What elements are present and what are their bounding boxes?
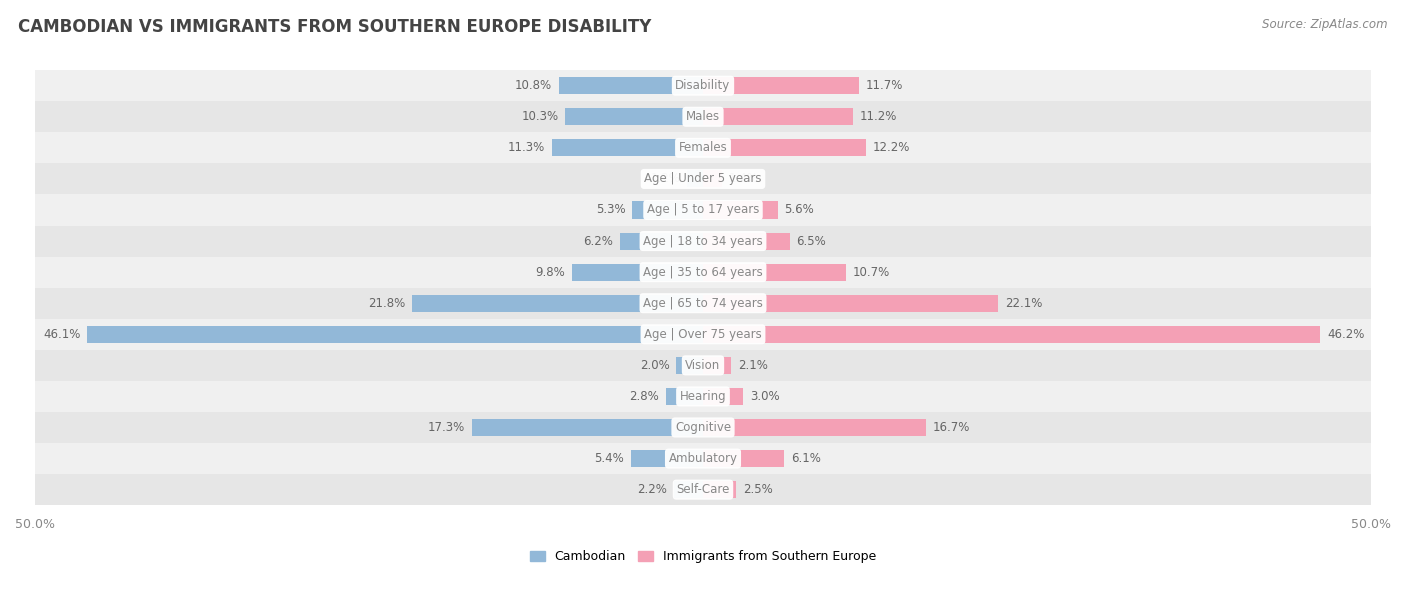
Bar — [703, 481, 737, 498]
Text: 5.6%: 5.6% — [785, 204, 814, 217]
Text: 9.8%: 9.8% — [536, 266, 565, 278]
Text: Source: ZipAtlas.com: Source: ZipAtlas.com — [1263, 18, 1388, 31]
Bar — [665, 388, 703, 405]
Text: 17.3%: 17.3% — [427, 421, 465, 434]
Bar — [703, 450, 785, 467]
Text: 46.1%: 46.1% — [44, 328, 80, 341]
Bar — [472, 419, 703, 436]
Bar — [673, 481, 703, 498]
Bar — [35, 132, 1371, 163]
Text: 10.8%: 10.8% — [515, 79, 553, 92]
Bar — [35, 163, 1371, 195]
Text: Hearing: Hearing — [679, 390, 727, 403]
Bar — [676, 357, 703, 374]
Text: Age | 65 to 74 years: Age | 65 to 74 years — [643, 297, 763, 310]
Text: Vision: Vision — [685, 359, 721, 372]
Text: Cognitive: Cognitive — [675, 421, 731, 434]
Bar — [703, 326, 1320, 343]
Bar — [35, 443, 1371, 474]
Bar — [35, 256, 1371, 288]
Bar — [87, 326, 703, 343]
Bar — [703, 388, 744, 405]
Text: 6.5%: 6.5% — [797, 234, 827, 248]
Bar — [553, 140, 703, 157]
Text: Ambulatory: Ambulatory — [668, 452, 738, 465]
Bar — [35, 226, 1371, 256]
Bar — [703, 140, 866, 157]
Bar — [35, 319, 1371, 350]
Bar — [703, 294, 998, 312]
Bar — [620, 233, 703, 250]
Bar — [35, 412, 1371, 443]
Text: 11.7%: 11.7% — [866, 79, 904, 92]
Bar — [703, 264, 846, 281]
Text: Age | Under 5 years: Age | Under 5 years — [644, 173, 762, 185]
Text: 6.1%: 6.1% — [792, 452, 821, 465]
Text: 16.7%: 16.7% — [932, 421, 970, 434]
Text: 2.5%: 2.5% — [744, 483, 773, 496]
Text: 10.3%: 10.3% — [522, 110, 558, 123]
Text: 46.2%: 46.2% — [1327, 328, 1364, 341]
Bar — [35, 101, 1371, 132]
Bar — [703, 233, 790, 250]
Text: 2.0%: 2.0% — [640, 359, 669, 372]
Text: Males: Males — [686, 110, 720, 123]
Bar — [633, 201, 703, 218]
Bar — [572, 264, 703, 281]
Text: 2.2%: 2.2% — [637, 483, 666, 496]
Text: Disability: Disability — [675, 79, 731, 92]
Text: 3.0%: 3.0% — [749, 390, 779, 403]
Text: 11.2%: 11.2% — [859, 110, 897, 123]
Bar — [631, 450, 703, 467]
Bar — [35, 350, 1371, 381]
Text: CAMBODIAN VS IMMIGRANTS FROM SOUTHERN EUROPE DISABILITY: CAMBODIAN VS IMMIGRANTS FROM SOUTHERN EU… — [18, 18, 651, 36]
Legend: Cambodian, Immigrants from Southern Europe: Cambodian, Immigrants from Southern Euro… — [530, 550, 876, 563]
Text: 11.3%: 11.3% — [508, 141, 546, 154]
Text: 1.2%: 1.2% — [651, 173, 681, 185]
Text: 6.2%: 6.2% — [583, 234, 613, 248]
Text: 10.7%: 10.7% — [852, 266, 890, 278]
Text: Age | 35 to 64 years: Age | 35 to 64 years — [643, 266, 763, 278]
Text: Females: Females — [679, 141, 727, 154]
Bar — [703, 108, 852, 125]
Text: 12.2%: 12.2% — [873, 141, 910, 154]
Bar — [703, 77, 859, 94]
Text: 22.1%: 22.1% — [1005, 297, 1042, 310]
Bar — [412, 294, 703, 312]
Text: Age | 18 to 34 years: Age | 18 to 34 years — [643, 234, 763, 248]
Bar — [703, 419, 927, 436]
Bar — [35, 381, 1371, 412]
Bar — [703, 357, 731, 374]
Bar — [688, 170, 703, 187]
Text: 5.3%: 5.3% — [596, 204, 626, 217]
Text: Self-Care: Self-Care — [676, 483, 730, 496]
Text: 21.8%: 21.8% — [368, 297, 405, 310]
Bar — [558, 77, 703, 94]
Text: 1.4%: 1.4% — [728, 173, 758, 185]
Bar — [703, 201, 778, 218]
Bar — [35, 70, 1371, 101]
Text: 5.4%: 5.4% — [595, 452, 624, 465]
Text: 2.8%: 2.8% — [628, 390, 659, 403]
Bar — [35, 195, 1371, 226]
Bar — [703, 170, 721, 187]
Text: Age | Over 75 years: Age | Over 75 years — [644, 328, 762, 341]
Text: Age | 5 to 17 years: Age | 5 to 17 years — [647, 204, 759, 217]
Text: 2.1%: 2.1% — [738, 359, 768, 372]
Bar — [35, 288, 1371, 319]
Bar — [565, 108, 703, 125]
Bar — [35, 474, 1371, 505]
